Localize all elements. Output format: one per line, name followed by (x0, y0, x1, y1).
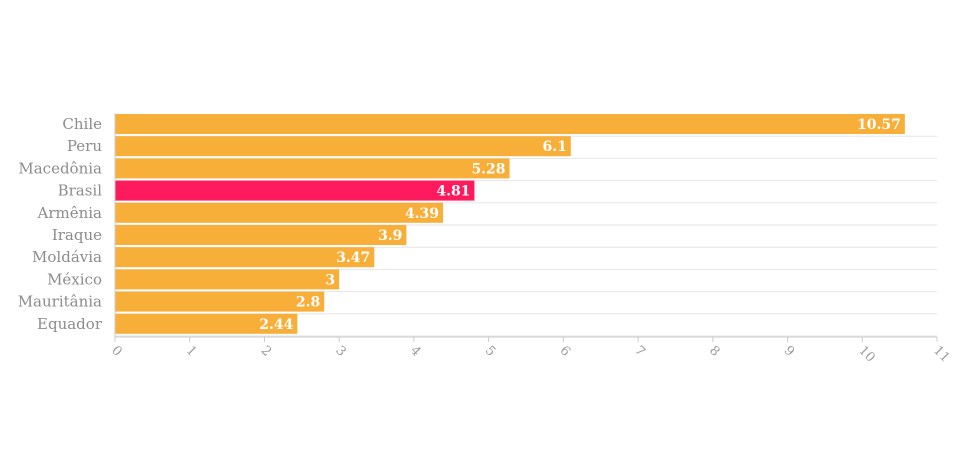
value-label: 3 (325, 272, 335, 288)
value-label: 6.1 (542, 139, 566, 155)
x-tick-label: 8 (706, 343, 722, 359)
value-label: 4.81 (436, 184, 470, 200)
bar-brasil (115, 180, 475, 201)
x-tick-label: 6 (557, 343, 573, 359)
value-label: 2.44 (259, 317, 293, 333)
category-label: Moldávia (32, 248, 102, 266)
bar-mauritânia (115, 291, 325, 312)
x-tick-label: 0 (108, 343, 124, 359)
x-tick-label: 1 (183, 343, 199, 359)
bar-iraque (115, 225, 407, 245)
x-tick-label: 2 (258, 343, 274, 359)
x-tick-label: 9 (781, 343, 797, 359)
bar-chile (115, 114, 905, 134)
category-label: Armênia (36, 204, 102, 222)
x-tick-label: 10 (855, 343, 877, 365)
category-label: Brasil (58, 182, 103, 200)
value-label: 3.47 (336, 250, 370, 266)
category-label: Iraque (52, 226, 102, 244)
category-label: Peru (67, 137, 102, 155)
x-tick-label: 5 (482, 343, 498, 359)
value-label: 10.57 (857, 117, 901, 133)
bar-equador (115, 313, 298, 334)
bar-peru (115, 136, 571, 157)
value-label: 5.28 (471, 161, 505, 177)
value-label: 2.8 (296, 295, 320, 311)
category-label: México (47, 270, 102, 288)
bar-armênia (115, 202, 444, 223)
bar-macedônia (115, 158, 510, 179)
bar-méxico (115, 269, 340, 290)
category-label: Chile (62, 115, 102, 133)
value-label: 4.39 (405, 206, 439, 222)
x-tick-label: 11 (930, 343, 952, 365)
x-tick-label: 7 (631, 343, 647, 359)
value-label: 3.9 (378, 228, 402, 244)
x-tick-label: 4 (407, 343, 423, 359)
x-tick-label: 3 (332, 343, 348, 359)
category-label: Equador (37, 315, 103, 333)
bar-moldávia (115, 247, 375, 268)
category-label: Macedônia (18, 159, 102, 177)
category-label: Mauritânia (18, 293, 102, 311)
